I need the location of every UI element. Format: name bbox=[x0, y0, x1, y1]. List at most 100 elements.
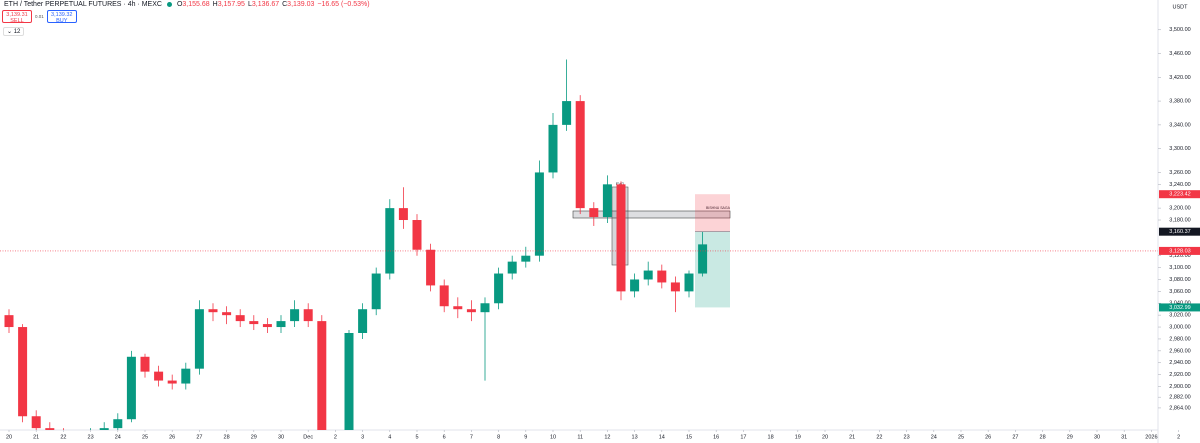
x-tick-label: 13 bbox=[632, 434, 638, 440]
candle-body bbox=[480, 303, 490, 313]
x-tick-label: Dec bbox=[303, 434, 313, 440]
ohlc-key: L bbox=[247, 1, 252, 8]
price-marker bbox=[1159, 227, 1200, 236]
indicators-toggle[interactable]: ⌄ 12 bbox=[3, 27, 25, 36]
candle-body bbox=[358, 309, 368, 333]
candle-body bbox=[589, 208, 599, 218]
x-tick-label: 24 bbox=[931, 434, 937, 440]
candle-body bbox=[684, 273, 694, 292]
x-tick-label: 2026 bbox=[1145, 434, 1157, 440]
buy-button[interactable]: 3,139.32 BUY bbox=[46, 10, 77, 24]
sell-label: SELL bbox=[10, 17, 24, 24]
candle-body bbox=[507, 261, 517, 274]
candle-body bbox=[290, 309, 300, 322]
x-tick-label: 28 bbox=[1040, 434, 1046, 440]
candle-body bbox=[113, 419, 123, 429]
y-tick-label: 2,864.00 bbox=[1169, 405, 1190, 411]
x-tick-label: 12 bbox=[604, 434, 610, 440]
candle-body bbox=[398, 208, 408, 221]
x-tick-label: 29 bbox=[251, 434, 257, 440]
candle-body bbox=[494, 273, 504, 304]
x-tick-label: 6 bbox=[443, 434, 446, 440]
y-tick-label: 3,200.00 bbox=[1169, 206, 1190, 212]
y-tick-label: 3,500.00 bbox=[1169, 27, 1190, 33]
x-tick-label: 31 bbox=[1121, 434, 1127, 440]
candle-body bbox=[562, 101, 572, 125]
ohlc-item: C3,139.03 bbox=[282, 1, 314, 8]
candle-body bbox=[45, 428, 55, 430]
price-marker bbox=[1159, 303, 1200, 312]
trade-panel: 3,139.31 SELL 0.01 3,139.32 BUY bbox=[2, 10, 77, 24]
x-tick-label: 20 bbox=[6, 434, 12, 440]
candle-body bbox=[670, 282, 680, 292]
candle-body bbox=[18, 327, 28, 417]
candle-body bbox=[73, 437, 82, 439]
candle-body bbox=[575, 101, 585, 209]
ohlc-value: 3,136.67 bbox=[251, 1, 280, 8]
y-tick-label: 3,100.00 bbox=[1169, 265, 1190, 271]
x-tick-label: 19 bbox=[795, 434, 801, 440]
symbol-header: ETH / Tether PERPETUAL FUTURES · 4h · ME… bbox=[4, 1, 370, 8]
x-tick-label: 2 bbox=[334, 434, 337, 440]
candle-body bbox=[276, 321, 286, 328]
x-tick-label: 20 bbox=[822, 434, 828, 440]
x-tick-label: 25 bbox=[142, 434, 148, 440]
candle-body bbox=[534, 172, 544, 256]
ohlc-item: H3,157.95 bbox=[213, 1, 245, 8]
candle-body bbox=[194, 309, 204, 369]
x-tick-label: 11 bbox=[577, 434, 583, 440]
x-tick-label: 15 bbox=[686, 434, 692, 440]
symbol-title: ETH / Tether PERPETUAL FUTURES · 4h · ME… bbox=[4, 1, 162, 8]
y-tick-label: 3,380.00 bbox=[1169, 99, 1190, 105]
candle-body bbox=[453, 306, 463, 310]
y-tick-label: 2,900.00 bbox=[1169, 384, 1190, 390]
x-tick-label: 4 bbox=[388, 434, 391, 440]
y-tick-label: 3,460.00 bbox=[1169, 51, 1190, 57]
candle-body bbox=[643, 270, 653, 280]
y-tick-label: 3,240.00 bbox=[1169, 182, 1190, 188]
x-tick-label: 8 bbox=[497, 434, 500, 440]
y-tick-label: 2,940.00 bbox=[1169, 360, 1190, 366]
candle-body bbox=[235, 315, 245, 322]
y-tick-label: 2,960.00 bbox=[1169, 348, 1190, 354]
x-tick-label: 25 bbox=[958, 434, 964, 440]
y-tick-label: 3,060.00 bbox=[1169, 289, 1190, 295]
position-stop-zone bbox=[695, 194, 730, 232]
price-marker bbox=[1159, 246, 1200, 255]
sell-price: 3,139.31 bbox=[6, 11, 28, 18]
candle-body bbox=[698, 244, 708, 274]
x-tick-label: 21 bbox=[849, 434, 855, 440]
y-tick-label: 3,120.00 bbox=[1169, 253, 1190, 259]
candle-body bbox=[616, 184, 626, 292]
candle-body bbox=[426, 249, 436, 286]
candle-body bbox=[602, 184, 612, 218]
x-tick-label: 22 bbox=[60, 434, 66, 440]
candle-body bbox=[262, 324, 272, 328]
x-tick-label: 26 bbox=[985, 434, 991, 440]
fvg-label: FVG bbox=[616, 181, 624, 186]
y-tick-label: 3,300.00 bbox=[1169, 146, 1190, 152]
candle-body bbox=[99, 428, 109, 430]
position-target-zone bbox=[695, 231, 730, 308]
ohlc-item: O3,155.68 bbox=[177, 1, 210, 8]
y-tick-label: 2,920.00 bbox=[1169, 372, 1190, 378]
candle-body bbox=[317, 321, 327, 430]
x-tick-label: 9 bbox=[524, 434, 527, 440]
ohlc-value: 3,155.68 bbox=[182, 1, 210, 8]
candle-body bbox=[181, 368, 191, 384]
candle-body bbox=[140, 356, 150, 372]
spread: 0.01 bbox=[35, 14, 44, 19]
x-tick-label: 29 bbox=[1067, 434, 1073, 440]
candle-body bbox=[371, 273, 381, 310]
x-tick-label: 5 bbox=[415, 434, 418, 440]
candle-body bbox=[548, 124, 558, 173]
sell-button[interactable]: 3,139.31 SELL bbox=[2, 10, 32, 24]
candle-body bbox=[385, 208, 395, 274]
currency-label: USDT bbox=[1173, 4, 1189, 10]
candle-body bbox=[4, 315, 14, 328]
ohlc-key: O bbox=[176, 1, 183, 8]
plot-area: FVG BISHNU SAGA bbox=[0, 59, 1158, 439]
candle-body bbox=[154, 371, 164, 381]
status-dot bbox=[166, 2, 172, 7]
